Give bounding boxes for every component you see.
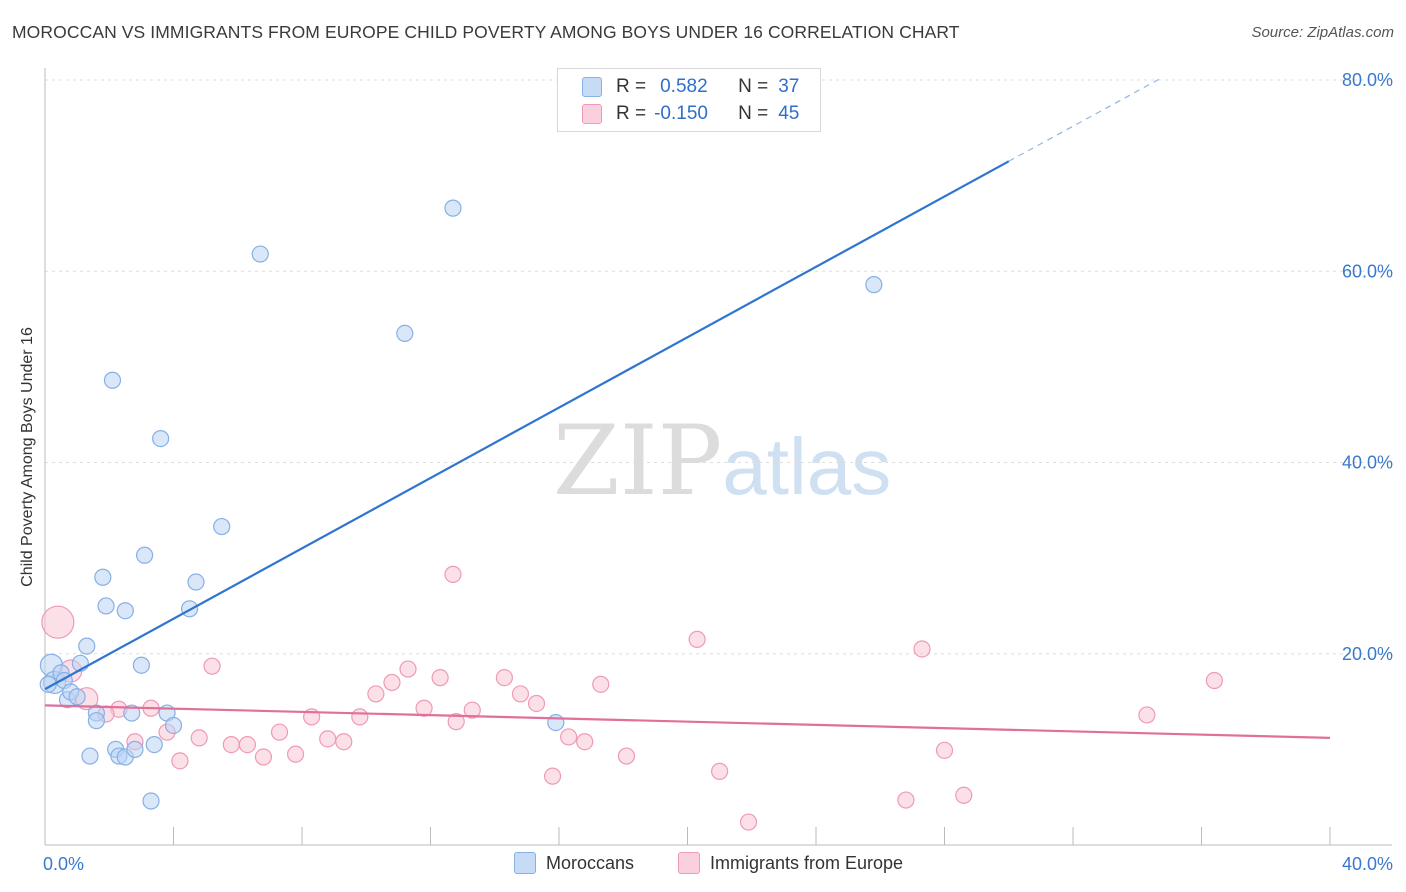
moroccans-point [78, 637, 96, 655]
legend-swatch-blue [582, 77, 602, 97]
europe-point [913, 640, 931, 658]
europe-point [739, 813, 758, 831]
europe-point [935, 741, 954, 759]
europe-trendline [44, 704, 1331, 739]
moroccans-point [145, 735, 163, 754]
europe-point [190, 729, 208, 747]
x-tick-label: 40.0% [1342, 854, 1393, 874]
europe-point [431, 669, 449, 687]
chart-title: MOROCCAN VS IMMIGRANTS FROM EUROPE CHILD… [12, 22, 960, 42]
legend-row-europe: R = -0.150 N = 45 [582, 102, 799, 126]
bottom-legend-swatch-pink [678, 852, 700, 874]
bottom-legend-europe: Immigrants from Europe [678, 852, 903, 874]
europe-point [254, 748, 273, 766]
europe-point [527, 694, 546, 713]
europe-point [41, 605, 75, 639]
moroccans-point [396, 324, 414, 343]
moroccans-point [135, 546, 154, 564]
bottom-legend-swatch-blue [514, 852, 536, 874]
legend-n-label: N = [738, 103, 769, 124]
source-label: Source: ZipAtlas.com [1251, 24, 1394, 41]
moroccans-point [123, 704, 141, 722]
legend-r-value: -0.150 [654, 103, 708, 124]
europe-point [171, 752, 189, 770]
moroccans-point [251, 245, 269, 263]
europe-point [203, 657, 221, 675]
legend-n-value: 37 [778, 76, 800, 97]
legend-n-value: 45 [778, 103, 800, 124]
europe-point [511, 685, 530, 703]
moroccans-point [547, 713, 565, 732]
bottom-legend-label: Immigrants from Europe [710, 852, 904, 873]
y-tick-label: 60.0% [1342, 261, 1393, 281]
europe-point [222, 735, 240, 754]
europe-point [447, 713, 465, 731]
moroccans-point [164, 716, 183, 735]
europe-point [1138, 706, 1156, 724]
x-tick-label: 0.0% [43, 854, 84, 874]
europe-point [560, 728, 578, 746]
europe-point [270, 723, 289, 741]
moroccans-point [39, 675, 57, 693]
europe-point [897, 791, 915, 809]
legend-row-moroccans: R = 0.582 N = 37 [582, 75, 799, 99]
watermark-atlas: atlas [722, 422, 892, 511]
europe-point [1205, 671, 1223, 690]
moroccans-point [81, 747, 99, 765]
moroccans-point [132, 656, 150, 674]
europe-point [688, 630, 706, 649]
moroccans-point [152, 429, 170, 448]
europe-point [286, 745, 305, 763]
europe-point [351, 708, 369, 726]
europe-point [576, 733, 594, 751]
moroccans-point [103, 371, 122, 389]
europe-point [415, 699, 433, 717]
moroccans-point [187, 573, 205, 591]
moroccans-point [97, 597, 115, 615]
y-axis-label: Child Poverty Among Boys Under 16 [19, 327, 36, 587]
bottom-legend: Moroccans Immigrants from Europe [0, 852, 1406, 878]
moroccans-point [865, 276, 883, 294]
europe-point [543, 767, 562, 785]
moroccans-point [126, 740, 144, 758]
europe-point [617, 747, 636, 765]
legend-swatch-pink [582, 104, 602, 124]
europe-point [444, 565, 462, 583]
legend-r-label: R = [616, 103, 647, 124]
y-tick-label: 40.0% [1342, 453, 1393, 473]
watermark: ZIPatlas [553, 405, 891, 517]
moroccans-point [213, 517, 231, 536]
europe-point [463, 701, 481, 719]
moroccans-trendline [44, 160, 1010, 691]
bottom-legend-label: Moroccans [546, 852, 635, 873]
moroccans-point [444, 199, 462, 217]
moroccans-point [87, 712, 106, 730]
moroccans-point [94, 568, 112, 586]
europe-point [238, 735, 256, 754]
europe-point [319, 730, 337, 748]
europe-point [383, 673, 401, 692]
europe-point [495, 669, 513, 687]
bottom-legend-moroccans: Moroccans [514, 852, 634, 874]
moroccans-point [116, 602, 134, 620]
europe-point [592, 675, 610, 693]
y-tick-label: 20.0% [1342, 644, 1393, 664]
moroccans-trendline-extension [1008, 76, 1164, 162]
moroccans-point [142, 792, 160, 810]
watermark-zip: ZIP [553, 405, 723, 517]
europe-point [711, 762, 729, 780]
europe-point [955, 786, 973, 804]
moroccans-point [68, 688, 86, 706]
y-tick-label: 80.0% [1342, 70, 1393, 90]
stats-legend: R = 0.582 N = 37 R = -0.150 N = 45 [557, 68, 821, 132]
europe-point [399, 660, 417, 678]
europe-point [367, 685, 385, 703]
legend-r-label: R = [616, 76, 647, 97]
europe-point [335, 733, 353, 751]
legend-n-label: N = [738, 76, 769, 97]
legend-r-value: 0.582 [660, 76, 708, 97]
